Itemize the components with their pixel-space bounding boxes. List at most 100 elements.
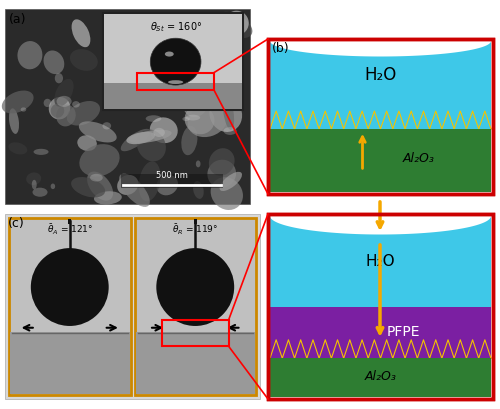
Ellipse shape: [123, 16, 150, 53]
Ellipse shape: [116, 39, 154, 65]
Ellipse shape: [50, 104, 64, 118]
Polygon shape: [454, 340, 466, 358]
Polygon shape: [466, 111, 478, 129]
Polygon shape: [332, 340, 344, 358]
Ellipse shape: [224, 67, 240, 79]
Bar: [270, 306, 491, 358]
Bar: [136, 332, 255, 394]
Ellipse shape: [90, 174, 103, 182]
Ellipse shape: [116, 36, 141, 55]
Ellipse shape: [48, 97, 70, 119]
Bar: [103, 13, 242, 110]
Text: (b): (b): [272, 42, 289, 55]
Ellipse shape: [9, 108, 19, 134]
Bar: [104, 82, 242, 109]
Polygon shape: [332, 111, 344, 129]
Ellipse shape: [156, 175, 178, 196]
Polygon shape: [430, 111, 442, 129]
Ellipse shape: [119, 173, 150, 207]
Polygon shape: [393, 340, 405, 358]
Polygon shape: [356, 111, 368, 129]
Bar: [268, 39, 493, 194]
Ellipse shape: [224, 11, 249, 35]
Bar: [9, 218, 130, 395]
Ellipse shape: [182, 88, 209, 117]
Polygon shape: [380, 340, 393, 358]
Ellipse shape: [220, 172, 242, 191]
Polygon shape: [294, 111, 307, 129]
Ellipse shape: [222, 94, 234, 130]
Ellipse shape: [94, 191, 122, 204]
Text: Al₂O₃: Al₂O₃: [364, 370, 396, 383]
Ellipse shape: [18, 41, 42, 69]
Polygon shape: [294, 111, 307, 129]
Polygon shape: [270, 340, 491, 358]
Polygon shape: [380, 111, 393, 129]
Ellipse shape: [128, 130, 172, 143]
Ellipse shape: [149, 76, 175, 102]
Ellipse shape: [56, 96, 72, 107]
Polygon shape: [319, 340, 332, 358]
Polygon shape: [332, 340, 344, 358]
Polygon shape: [344, 111, 356, 129]
Polygon shape: [405, 111, 417, 129]
Polygon shape: [454, 111, 466, 129]
Polygon shape: [270, 111, 282, 129]
Polygon shape: [356, 340, 368, 358]
Bar: [270, 129, 491, 192]
Bar: [5, 214, 260, 399]
Ellipse shape: [117, 175, 138, 195]
Ellipse shape: [79, 121, 116, 142]
Polygon shape: [282, 340, 294, 358]
Text: PFPE: PFPE: [386, 326, 420, 339]
Ellipse shape: [20, 108, 26, 112]
Polygon shape: [430, 340, 442, 358]
Ellipse shape: [26, 173, 41, 185]
Ellipse shape: [164, 45, 177, 50]
Ellipse shape: [44, 99, 51, 107]
Polygon shape: [418, 111, 430, 129]
Polygon shape: [319, 340, 332, 358]
Text: Al₂O₃: Al₂O₃: [403, 152, 435, 165]
Ellipse shape: [67, 101, 100, 126]
Polygon shape: [466, 340, 478, 358]
Polygon shape: [332, 111, 344, 129]
Polygon shape: [368, 111, 380, 129]
Ellipse shape: [190, 66, 212, 97]
Ellipse shape: [182, 126, 198, 155]
Ellipse shape: [32, 180, 36, 189]
Bar: [270, 358, 491, 397]
Polygon shape: [282, 111, 294, 129]
Ellipse shape: [71, 177, 105, 198]
Polygon shape: [380, 111, 393, 129]
Ellipse shape: [54, 79, 74, 107]
Ellipse shape: [157, 37, 183, 60]
Bar: [162, 320, 228, 346]
Polygon shape: [430, 340, 442, 358]
Polygon shape: [368, 340, 380, 358]
Ellipse shape: [165, 52, 173, 56]
Text: (c): (c): [8, 217, 25, 230]
Ellipse shape: [202, 24, 224, 53]
Ellipse shape: [87, 172, 113, 200]
Polygon shape: [466, 111, 478, 129]
Polygon shape: [478, 340, 491, 358]
Ellipse shape: [192, 81, 214, 102]
Polygon shape: [356, 340, 368, 358]
Polygon shape: [405, 340, 417, 358]
Bar: [120, 173, 222, 187]
Polygon shape: [418, 340, 430, 358]
Ellipse shape: [102, 122, 111, 130]
Ellipse shape: [72, 19, 90, 47]
Text: $\theta_{St}$ = 160°: $\theta_{St}$ = 160°: [150, 20, 202, 34]
Circle shape: [31, 248, 108, 326]
Ellipse shape: [50, 184, 55, 189]
Ellipse shape: [193, 181, 204, 199]
Polygon shape: [430, 111, 442, 129]
Bar: [268, 214, 493, 399]
Ellipse shape: [186, 115, 200, 121]
Polygon shape: [282, 111, 294, 129]
Ellipse shape: [196, 18, 210, 33]
Ellipse shape: [44, 50, 64, 74]
Ellipse shape: [72, 101, 80, 108]
